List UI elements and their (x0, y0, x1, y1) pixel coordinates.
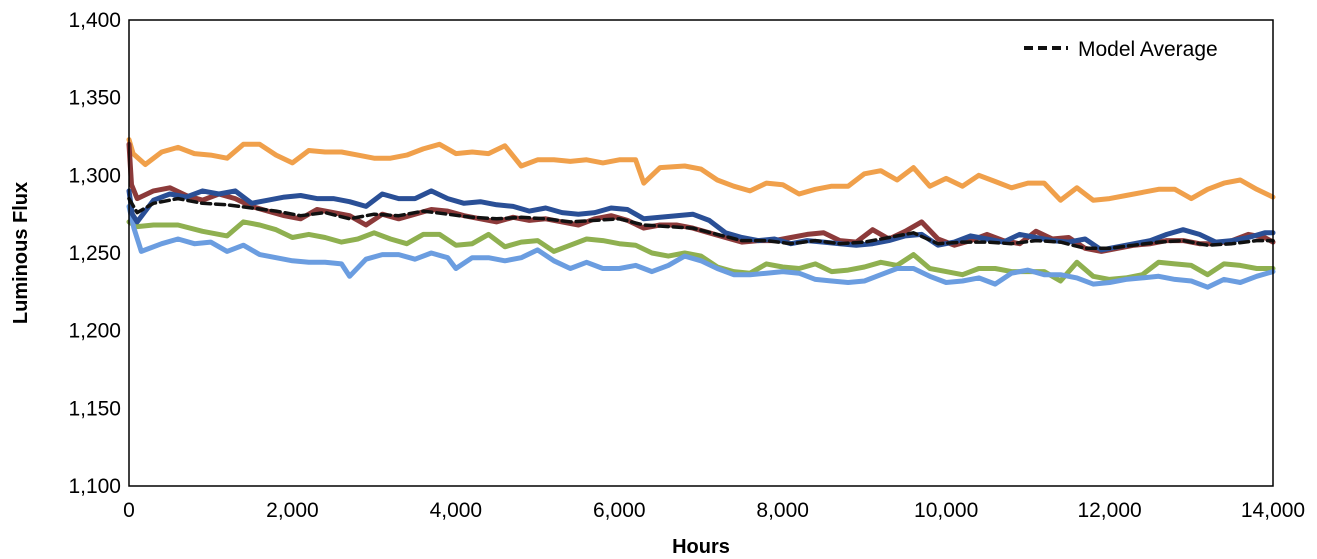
y-tick-label: 1,150 (68, 397, 121, 420)
x-tick-label: 12,000 (1077, 499, 1141, 522)
series-layer (126, 137, 1276, 290)
y-axis-tick-labels: 1,100 1,150 1,200 1,250 1,300 1,350 1,400 (68, 9, 121, 498)
legend-label-model-average: Model Average (1078, 38, 1218, 61)
y-tick-label: 1,400 (68, 9, 121, 32)
x-tick-label: 2,000 (266, 499, 319, 522)
x-tick-label: 14,000 (1241, 499, 1305, 522)
plot-area-frame (128, 19, 1274, 487)
x-tick-label: 0 (123, 499, 135, 522)
x-tick-label: 8,000 (756, 499, 809, 522)
x-tick-label: 4,000 (430, 499, 483, 522)
x-tick-label: 6,000 (593, 499, 646, 522)
series-line-1 (126, 137, 1276, 203)
y-tick-label: 1,200 (68, 320, 121, 343)
series-line-2 (126, 219, 1276, 284)
y-tick-label: 1,300 (68, 164, 121, 187)
y-tick-label: 1,350 (68, 87, 121, 110)
legend: Model Average (1024, 38, 1218, 61)
y-tick-label: 1,250 (68, 242, 121, 265)
series-line-5 (126, 188, 1276, 253)
x-axis-title: Hours (672, 536, 730, 558)
y-axis-title: Luminous Flux (10, 182, 32, 324)
series-line-model-average (127, 196, 1275, 251)
series-line-3 (126, 203, 1276, 290)
y-tick-label: 1,100 (68, 475, 121, 498)
x-tick-label: 10,000 (914, 499, 978, 522)
x-axis-tick-labels: 0 2,000 4,000 6,000 8,000 10,000 12,000 14,000 (123, 499, 1305, 522)
